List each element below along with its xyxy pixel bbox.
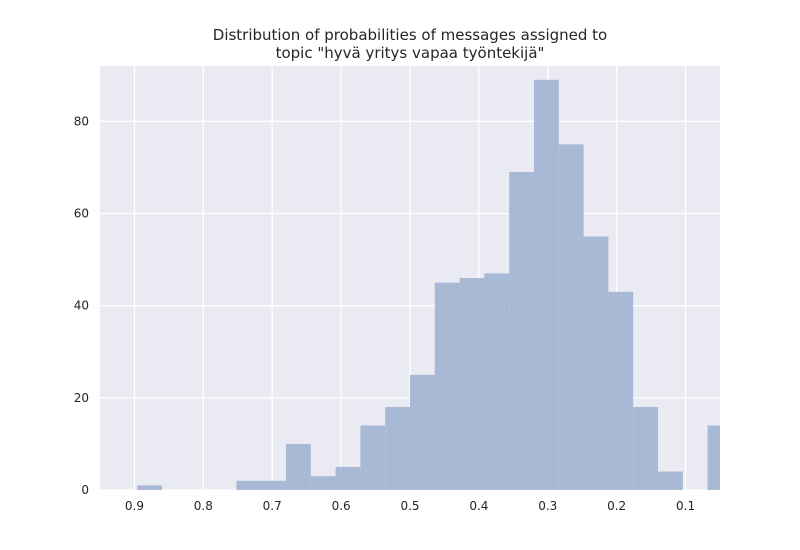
- histogram-bar: [434, 282, 460, 490]
- x-tick-label: 0.8: [194, 499, 213, 513]
- histogram-bar: [633, 407, 658, 490]
- histogram-bar: [484, 273, 510, 490]
- x-tick-label: 0.4: [469, 499, 488, 513]
- histogram-bar: [459, 278, 485, 490]
- histogram-bar: [410, 374, 435, 490]
- x-tick-label: 0.1: [676, 499, 695, 513]
- histogram-bar: [261, 480, 286, 490]
- histogram-bars: [137, 79, 720, 491]
- x-tick-label: 0.6: [332, 499, 351, 513]
- histogram-bar: [534, 79, 559, 491]
- histogram-bar: [608, 291, 634, 490]
- histogram-bar: [360, 425, 386, 490]
- histogram-bar: [236, 480, 262, 490]
- x-tick-label: 0.2: [607, 499, 626, 513]
- histogram-bar: [385, 407, 410, 490]
- y-tick-label: 0: [81, 483, 89, 497]
- histogram-bar: [509, 172, 534, 490]
- x-tick-label: 0.5: [400, 499, 419, 513]
- y-tick-label: 80: [74, 114, 89, 128]
- x-tick-label: 0.7: [263, 499, 282, 513]
- histogram-bar: [558, 144, 584, 490]
- histogram-bar: [310, 476, 336, 490]
- y-tick-label: 20: [74, 391, 89, 405]
- y-tick-label: 60: [74, 206, 89, 220]
- x-tick-label: 0.9: [125, 499, 144, 513]
- chart-title-line-1: Distribution of probabilities of message…: [213, 26, 607, 44]
- y-tick-label: 40: [74, 299, 89, 313]
- histogram-bar: [583, 236, 609, 490]
- chart-title-line-2: topic "hyvä yritys vapaa työntekijä": [276, 44, 545, 62]
- histogram-bar: [707, 425, 720, 490]
- histogram-bar: [286, 443, 311, 490]
- histogram-bar: [335, 466, 361, 490]
- x-tick-label: 0.3: [538, 499, 557, 513]
- histogram-bar: [137, 485, 162, 490]
- y-tick-labels: 0 20 40 60 80: [74, 114, 89, 497]
- x-tick-labels: 0.9 0.8 0.7 0.6 0.5 0.4 0.3 0.2 0.1: [125, 499, 695, 513]
- histogram-bar: [658, 471, 683, 490]
